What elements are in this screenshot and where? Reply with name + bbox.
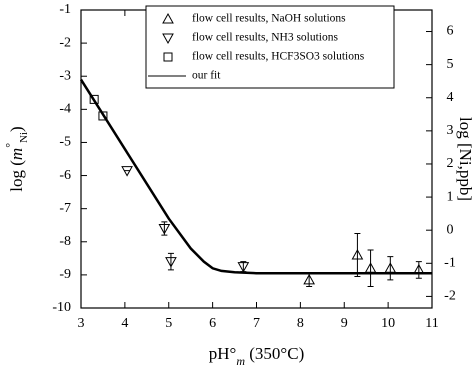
legend-label: flow cell results, NaOH solutions [192, 13, 346, 25]
y2-tick-label: -1 [444, 256, 456, 271]
marker [165, 257, 177, 268]
legend-box [145, 5, 395, 89]
y-tick-label: -6 [59, 168, 71, 183]
x-axis-label: pH°m (350°C) [209, 344, 304, 368]
x-tick-label: 8 [297, 316, 304, 331]
y2-tick-label: 2 [447, 156, 454, 171]
y-tick-label: -4 [59, 102, 71, 117]
x-tick-label: 10 [381, 316, 395, 331]
x-tick-label: 9 [341, 316, 348, 331]
error-bar [387, 256, 394, 281]
y-tick-label: -10 [52, 300, 71, 315]
y2-tick-label: 6 [447, 24, 454, 39]
y-label-part: m [7, 148, 26, 160]
y-tick-label: -7 [59, 201, 71, 216]
x-tick-label: 3 [78, 316, 85, 331]
marker [158, 224, 171, 235]
x-tick-label: 6 [209, 316, 216, 331]
marker [163, 52, 173, 62]
y2-tick-label: 0 [447, 222, 454, 237]
marker [162, 12, 174, 24]
y-tick-label: -2 [59, 35, 71, 50]
x-tick-label: 7 [253, 316, 260, 331]
legend-label: flow cell results, NH3 solutions [192, 32, 338, 44]
error-bar [240, 261, 247, 273]
legend: flow cell results, NaOH solutions flow ce… [145, 5, 395, 89]
x-label-part: (350°C) [245, 344, 304, 363]
y-tick-label: -5 [59, 135, 71, 150]
y-label-part: ° [3, 143, 17, 148]
x-label-part: m [236, 354, 245, 368]
marker [162, 33, 174, 45]
y2-tick-label: 5 [447, 57, 454, 72]
x-tick-label: 4 [121, 316, 128, 331]
marker [237, 262, 250, 273]
y-axis-label: log (m°Ni) [3, 126, 30, 191]
legend-label: our fit [192, 70, 221, 82]
y2-tick-label: 4 [447, 90, 454, 105]
y-tick-label: -3 [59, 68, 71, 83]
y2-tick-label: 1 [447, 189, 454, 204]
error-bar [367, 249, 374, 287]
y-label-part: Ni [18, 132, 30, 143]
y-tick-label: -1 [59, 2, 71, 17]
marker [98, 111, 108, 121]
legend-label: flow cell results, HCF3SO3 solutions [192, 51, 365, 63]
x-tick-label: 11 [425, 316, 438, 331]
marker [89, 94, 99, 104]
y2-axis-label: log [Ni,ppb] [456, 117, 474, 201]
y-label-part: ) [7, 126, 26, 132]
y2-tick-label: -2 [444, 289, 456, 304]
error-bar [354, 233, 361, 278]
fit-line [79, 78, 432, 275]
x-label-part: pH° [209, 344, 237, 363]
y-tick-label: -9 [59, 267, 71, 282]
y2-tick-label: 3 [447, 123, 454, 138]
x-tick-label: 5 [165, 316, 172, 331]
marker [121, 166, 133, 177]
y-tick-label: -8 [59, 234, 71, 249]
marker [351, 248, 364, 260]
y-label-part: log ( [7, 160, 26, 192]
marker [303, 273, 315, 285]
